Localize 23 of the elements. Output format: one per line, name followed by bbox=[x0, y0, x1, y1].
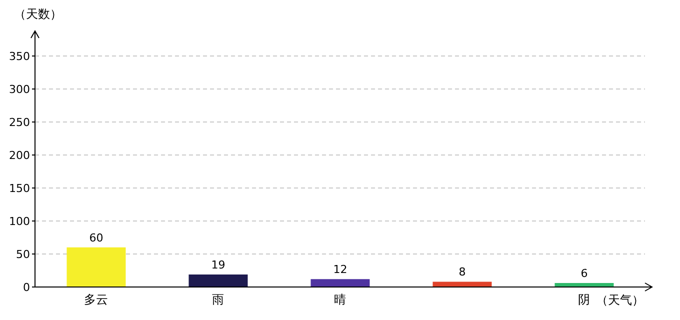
y-tick-label: 50 bbox=[16, 248, 30, 261]
bar bbox=[310, 279, 370, 287]
x-tick-label: 多云 bbox=[84, 292, 108, 307]
y-tick-label: 250 bbox=[9, 116, 30, 129]
x-axis-title: （天气） bbox=[596, 292, 644, 309]
data-label: 12 bbox=[333, 263, 348, 276]
y-tick-label: 350 bbox=[9, 50, 30, 63]
x-tick-label: 阴 bbox=[578, 292, 590, 307]
bar bbox=[188, 274, 248, 287]
data-label: 19 bbox=[211, 258, 226, 272]
data-label: 60 bbox=[89, 231, 104, 244]
data-label: 6 bbox=[580, 267, 588, 280]
y-tick-label: 150 bbox=[9, 182, 30, 195]
x-tick-label: 晴 bbox=[334, 292, 346, 307]
y-tick-label: 300 bbox=[9, 82, 30, 96]
data-label: 8 bbox=[458, 266, 466, 279]
bar bbox=[432, 282, 492, 287]
bar bbox=[66, 247, 126, 287]
y-tick-label: 100 bbox=[9, 214, 30, 228]
x-tick-label: 雨 bbox=[212, 292, 224, 307]
y-axis-title: （天数） bbox=[14, 6, 62, 23]
y-tick-label: 200 bbox=[9, 148, 30, 162]
y-tick-label: 0 bbox=[23, 280, 30, 294]
